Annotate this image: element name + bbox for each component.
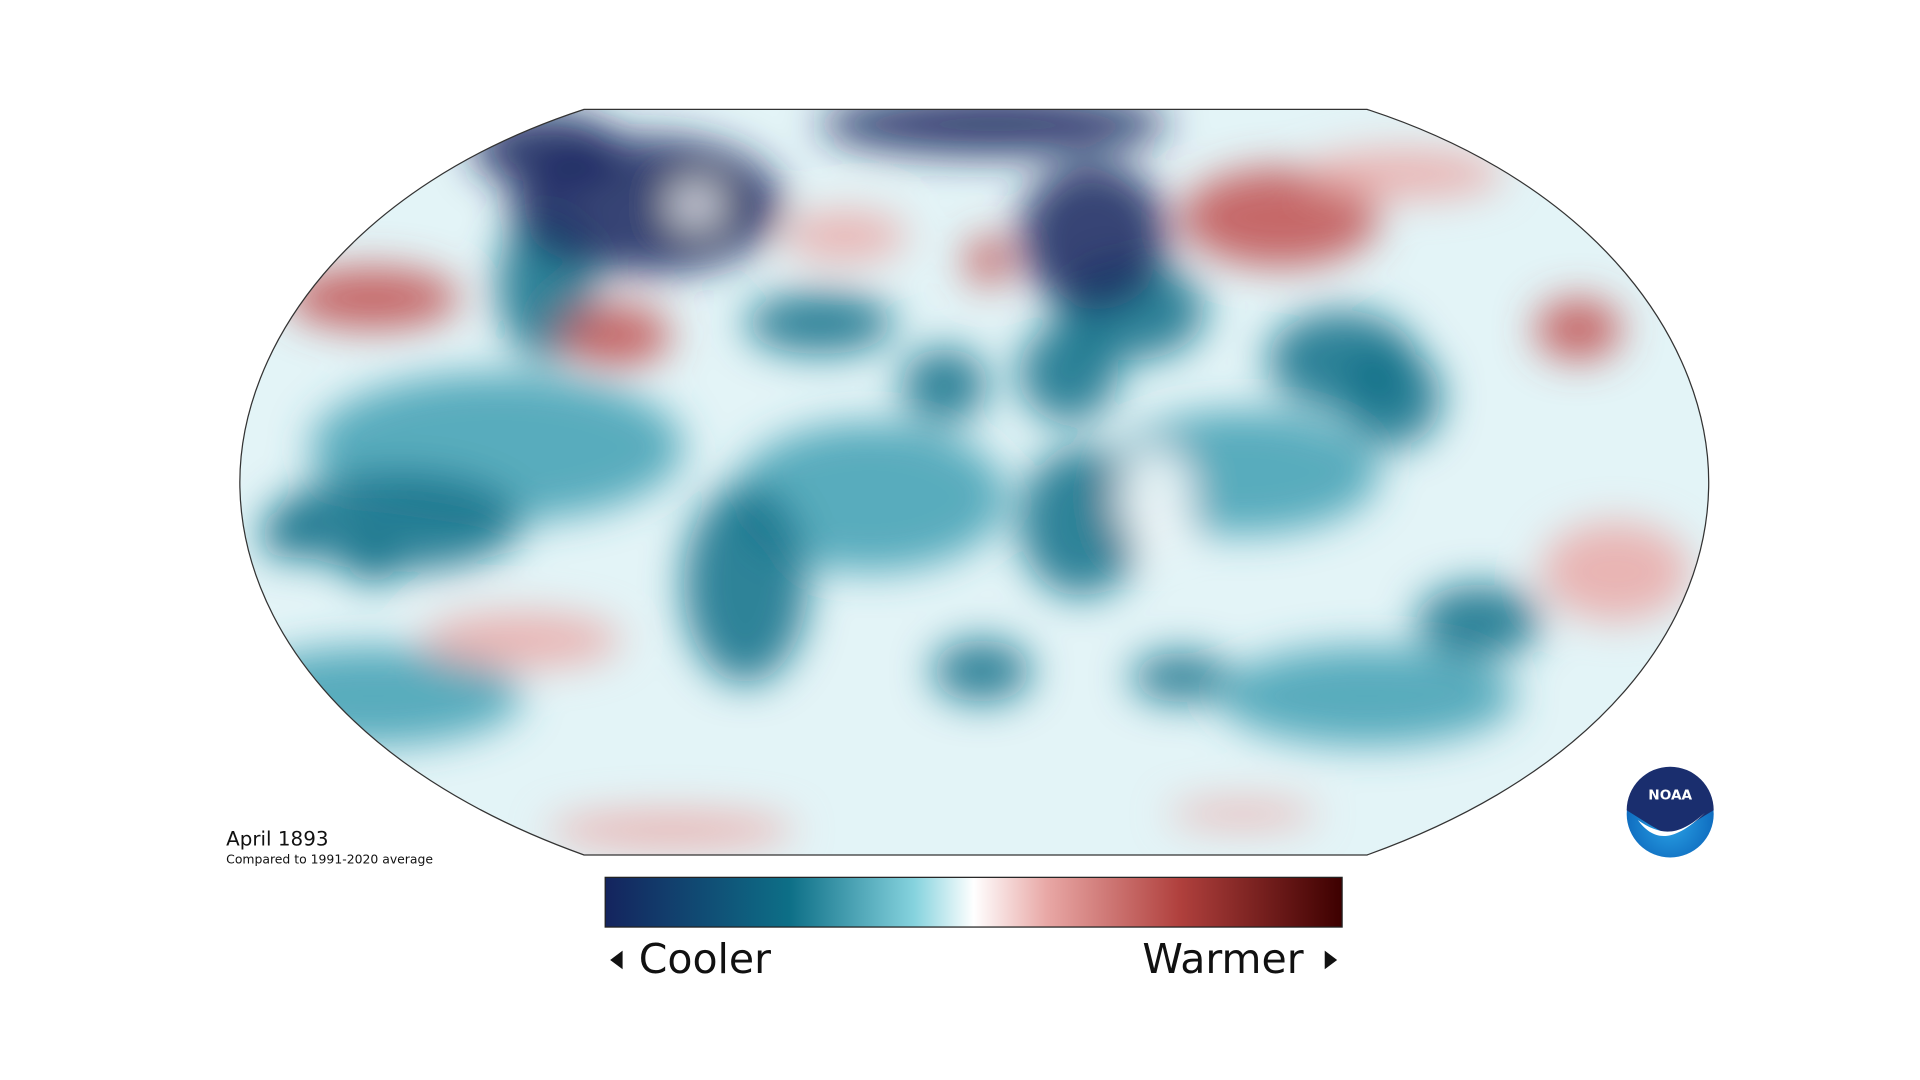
anomaly-blob <box>260 509 311 560</box>
anomaly-blob <box>671 186 721 224</box>
anomaly-blob <box>1130 652 1231 703</box>
warmer-label: Warmer <box>1142 935 1303 983</box>
anomaly-blob <box>900 347 988 423</box>
anomaly-blob <box>1180 167 1380 268</box>
color-scale <box>604 876 1343 928</box>
anomaly-blob <box>1534 298 1622 361</box>
cooler-arrow <box>610 950 623 970</box>
map-outline <box>239 108 1710 856</box>
anomaly-blob <box>745 292 895 355</box>
anomaly-blob <box>273 472 522 572</box>
anomaly-blob <box>782 211 908 261</box>
map-title: April 1893 <box>226 828 328 851</box>
warmer-arrow <box>1324 950 1338 970</box>
anomaly-blob <box>820 109 1169 156</box>
map-subtitle: Compared to 1991-2020 average <box>226 851 433 866</box>
anomaly-blob <box>1304 149 1504 199</box>
anomaly-blob <box>1217 646 1517 746</box>
anomaly-blob <box>1540 521 1691 622</box>
anomaly-blob <box>932 639 1032 703</box>
anomaly-blob <box>285 267 460 330</box>
anomaly-blob <box>1019 161 1169 311</box>
noaa-logo: NOAA <box>1626 766 1714 858</box>
anomaly-blob <box>546 811 796 849</box>
cooler-label: Cooler <box>639 935 771 983</box>
anomaly-blob <box>683 484 808 684</box>
anomaly-blob <box>422 612 622 668</box>
logo-top <box>1626 766 1714 836</box>
scaled-layer: April 1893 Compared to 1991-2020 average… <box>226 108 1714 983</box>
anomaly-blob <box>347 534 398 585</box>
anomaly-blob <box>965 236 1011 286</box>
anomaly-blobs <box>239 109 1691 849</box>
anomaly-blob <box>1416 584 1541 659</box>
anomaly-blob <box>1019 447 1144 597</box>
logo-text: NOAA <box>1648 787 1692 803</box>
anomaly-field <box>239 109 1709 855</box>
logo-bird <box>1637 812 1705 837</box>
anomaly-blob <box>1342 347 1442 448</box>
anomaly-blob <box>1168 801 1318 827</box>
anomaly-blob <box>1118 447 1193 547</box>
anomaly-blob <box>733 422 1007 572</box>
anomaly-blob <box>559 304 672 367</box>
